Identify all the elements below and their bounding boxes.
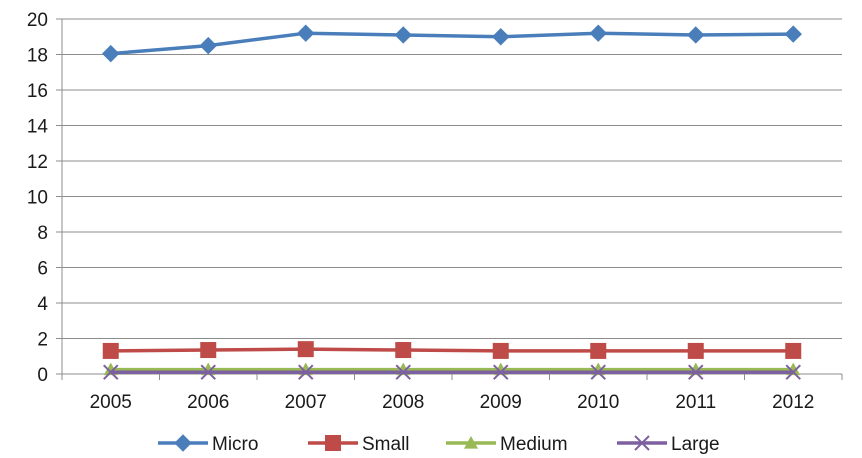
data-point-small bbox=[297, 341, 314, 358]
legend-label-large: Large bbox=[671, 434, 720, 455]
x-marker-stroke bbox=[103, 364, 119, 380]
legend-item-large: Large bbox=[617, 434, 720, 455]
data-point-large bbox=[103, 364, 119, 380]
data-point-small bbox=[395, 342, 412, 359]
x-tick-label: 2006 bbox=[187, 392, 229, 413]
x-tick-label: 2005 bbox=[90, 392, 132, 413]
y-tick-labels: 0 2 4 6 8 10 12 14 16 18 20 bbox=[27, 10, 49, 386]
x-marker-stroke bbox=[785, 364, 801, 380]
legend-marker-small bbox=[325, 435, 341, 451]
data-point-micro bbox=[492, 28, 510, 46]
data-point-small bbox=[102, 342, 119, 359]
data-point-large bbox=[688, 364, 704, 380]
data-point-micro bbox=[394, 26, 412, 44]
legend-marker-micro bbox=[174, 434, 192, 452]
data-point-large bbox=[590, 364, 606, 380]
x-tick-labels: 2005 2006 2007 2008 2009 2010 2011 2012 bbox=[90, 392, 815, 413]
legend-item-small: Small bbox=[308, 434, 410, 455]
data-point-micro bbox=[297, 24, 315, 42]
y-tick-label: 14 bbox=[27, 117, 49, 138]
data-point-micro bbox=[102, 44, 120, 63]
series-lines bbox=[102, 24, 802, 380]
data-point-micro bbox=[687, 26, 705, 44]
x-tick-label: 2008 bbox=[382, 392, 424, 413]
x-marker-stroke bbox=[298, 364, 314, 380]
y-tick-label: 16 bbox=[27, 81, 48, 102]
legend-label-small: Small bbox=[362, 434, 410, 455]
data-point-micro bbox=[199, 36, 217, 55]
data-point-micro bbox=[589, 24, 607, 42]
axes bbox=[56, 18, 843, 380]
y-tick-label: 4 bbox=[37, 294, 48, 315]
data-point-large bbox=[493, 364, 509, 380]
legend-marker-medium bbox=[464, 436, 478, 449]
x-tick-label: 2009 bbox=[480, 392, 522, 413]
x-marker-stroke bbox=[688, 364, 704, 380]
data-point-small bbox=[687, 342, 704, 359]
series-line-micro bbox=[110, 31, 794, 56]
y-tick-label: 8 bbox=[37, 223, 48, 244]
data-point-large bbox=[200, 364, 216, 380]
legend-label-micro: Micro bbox=[212, 434, 258, 455]
y-tick-label: 20 bbox=[27, 10, 48, 31]
y-tick-label: 18 bbox=[27, 46, 48, 67]
y-tick-label: 10 bbox=[27, 188, 48, 209]
y-tick-label: 12 bbox=[27, 152, 48, 173]
y-tick-label: 2 bbox=[37, 330, 48, 351]
data-point-micro bbox=[784, 25, 802, 43]
x-tick-label: 2011 bbox=[675, 392, 716, 413]
series-line-small bbox=[110, 347, 794, 353]
legend-item-micro: Micro bbox=[158, 434, 258, 455]
x-marker-stroke bbox=[634, 435, 650, 451]
gridlines bbox=[62, 18, 842, 339]
x-marker-stroke bbox=[395, 364, 411, 380]
y-tick-label: 0 bbox=[37, 365, 48, 386]
x-marker-stroke bbox=[590, 364, 606, 380]
data-point-small bbox=[200, 342, 217, 359]
x-tick-label: 2007 bbox=[285, 392, 327, 413]
legend: Micro Small Medium Large bbox=[158, 434, 720, 455]
x-marker-stroke bbox=[493, 364, 509, 380]
data-point-small bbox=[785, 342, 802, 359]
legend-label-medium: Medium bbox=[500, 434, 568, 455]
data-point-large bbox=[298, 364, 314, 380]
series-micro bbox=[102, 24, 802, 63]
data-point-large bbox=[395, 364, 411, 380]
x-marker-stroke bbox=[200, 364, 216, 380]
series-small bbox=[102, 341, 802, 359]
series-large bbox=[103, 364, 801, 380]
x-tick-label: 2012 bbox=[772, 392, 814, 413]
data-point-small bbox=[492, 342, 509, 359]
legend-marker-large bbox=[634, 435, 650, 451]
legend-item-medium: Medium bbox=[446, 434, 568, 455]
data-point-small bbox=[590, 342, 607, 359]
data-point-large bbox=[785, 364, 801, 380]
x-tick-label: 2010 bbox=[577, 392, 619, 413]
y-tick-label: 6 bbox=[37, 259, 48, 280]
